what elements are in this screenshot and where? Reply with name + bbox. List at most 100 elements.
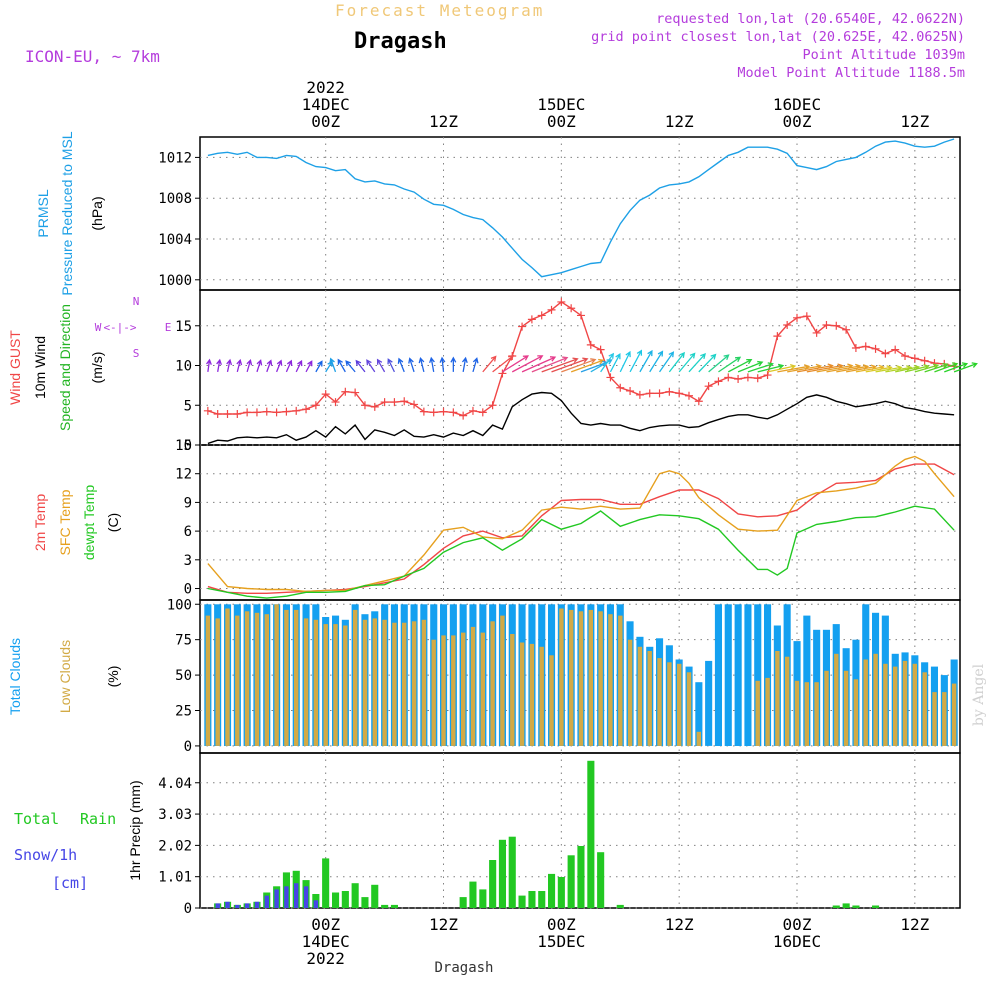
wind-axis-label: Speed and Direction — [57, 304, 73, 431]
wind-direction-arrow — [450, 356, 457, 372]
clouds-bar — [578, 611, 584, 746]
gust-marker — [262, 407, 271, 416]
precipitation-bar — [351, 883, 359, 908]
gust-marker — [753, 374, 762, 383]
temperature-ytick-label: 0 — [184, 582, 192, 598]
requested-coords: requested lon,lat (20.6540E, 42.0622N) — [656, 11, 965, 27]
wind-direction-arrow — [305, 360, 313, 373]
top-time-label: 00Z — [311, 112, 340, 131]
wind-direction-arrow — [325, 360, 333, 373]
bottom-time-label: 15DEC — [537, 932, 585, 951]
precipitation-bar — [332, 892, 340, 908]
gust-marker — [547, 305, 556, 314]
gust-marker — [793, 313, 802, 322]
wind-direction-arrow — [315, 360, 323, 373]
wind-direction-arrow — [570, 358, 605, 373]
clouds-bar — [274, 604, 279, 746]
gust-marker — [851, 344, 860, 353]
gust-marker — [370, 402, 379, 411]
wind-direction-arrow — [236, 358, 243, 373]
product-title: Forecast Meteogram — [335, 1, 544, 20]
wind-direction-arrow — [944, 362, 969, 373]
gust-marker — [704, 382, 713, 391]
gust-marker — [321, 390, 330, 399]
clouds-bar — [529, 643, 535, 746]
gust-marker — [881, 349, 890, 358]
clouds-bar — [912, 663, 917, 746]
wind-direction-arrow — [757, 363, 785, 373]
clouds-bar — [490, 621, 495, 746]
wind-direction-arrow — [345, 360, 356, 373]
precipitation-bar — [498, 839, 506, 908]
clouds-bar — [922, 672, 927, 746]
clouds-bar — [814, 682, 819, 746]
gust-marker — [233, 410, 242, 418]
clouds-bar — [215, 618, 220, 746]
top-time-label: 14DEC — [302, 95, 350, 114]
clouds-bar — [744, 604, 752, 746]
gust-marker — [419, 407, 428, 416]
precip-legend-label: Snow/1h — [14, 846, 77, 864]
wind-direction-arrow — [295, 359, 303, 373]
grid-point-coords: grid point closest lon,lat (20.625E, 42.… — [591, 29, 965, 45]
clouds-bar — [714, 604, 722, 746]
clouds-bar — [677, 663, 682, 746]
precipitation-bar — [852, 905, 860, 908]
gust-marker — [675, 389, 684, 398]
gust-marker — [527, 315, 536, 324]
gust-marker — [783, 320, 792, 329]
wind-direction-arrow — [408, 357, 415, 373]
clouds-bar — [284, 609, 289, 746]
clouds-ytick-label: 100 — [167, 597, 192, 613]
gust-marker — [468, 406, 477, 415]
precipitation-bar — [587, 760, 595, 909]
precipitation-ytick-label: 2.02 — [158, 838, 192, 854]
precipitation-bar — [469, 881, 477, 908]
clouds-bar — [598, 611, 603, 746]
wind-direction-arrow — [609, 353, 621, 373]
temperature-series-2 — [207, 505, 955, 599]
clouds-bar — [353, 609, 358, 746]
clouds-bar — [951, 683, 957, 746]
clouds-bar — [294, 609, 299, 746]
precipitation-bar — [313, 900, 319, 909]
precipitation-bar — [548, 873, 556, 908]
wind-direction-arrow — [953, 362, 978, 373]
gust-marker — [596, 345, 605, 354]
clouds-bar — [362, 619, 368, 746]
gust-marker — [410, 400, 419, 409]
gust-marker — [763, 371, 772, 380]
precipitation-bar — [616, 904, 624, 908]
wind-direction-arrow — [934, 362, 959, 373]
clouds-bar — [755, 680, 760, 746]
precipitation-bar — [215, 903, 220, 908]
clouds-bar — [441, 635, 446, 746]
top-time-label: 15DEC — [537, 95, 585, 114]
wind-direction-arrow — [747, 362, 774, 373]
pressure-ytick-label: 1008 — [158, 191, 192, 207]
gust-marker — [645, 389, 654, 398]
bottom-time-label: 00Z — [547, 915, 576, 934]
clouds-bar — [883, 663, 888, 746]
gust-marker — [714, 377, 723, 386]
gust-marker — [822, 320, 831, 329]
wind-ytick-label: 0 — [184, 438, 192, 454]
gust-marker — [351, 388, 360, 397]
wind-direction-arrow — [668, 351, 685, 373]
bottom-time-label: 14DEC — [302, 932, 350, 951]
wind-direction-arrow — [275, 359, 283, 373]
gust-marker — [802, 312, 811, 321]
gust-marker — [665, 387, 674, 396]
precip-legend-label: Rain — [80, 810, 116, 828]
wind-direction-arrow — [461, 356, 468, 372]
precipitation-bar — [390, 904, 398, 908]
compass-arrows: <-|-> — [103, 321, 136, 334]
wind-direction-arrow — [329, 357, 337, 373]
clouds-bar — [225, 608, 230, 746]
wind-direction-arrow — [688, 353, 706, 373]
precipitation-bar — [284, 886, 289, 908]
precipitation-bar — [361, 897, 369, 908]
gust-marker — [724, 373, 733, 382]
gust-marker — [439, 407, 448, 416]
